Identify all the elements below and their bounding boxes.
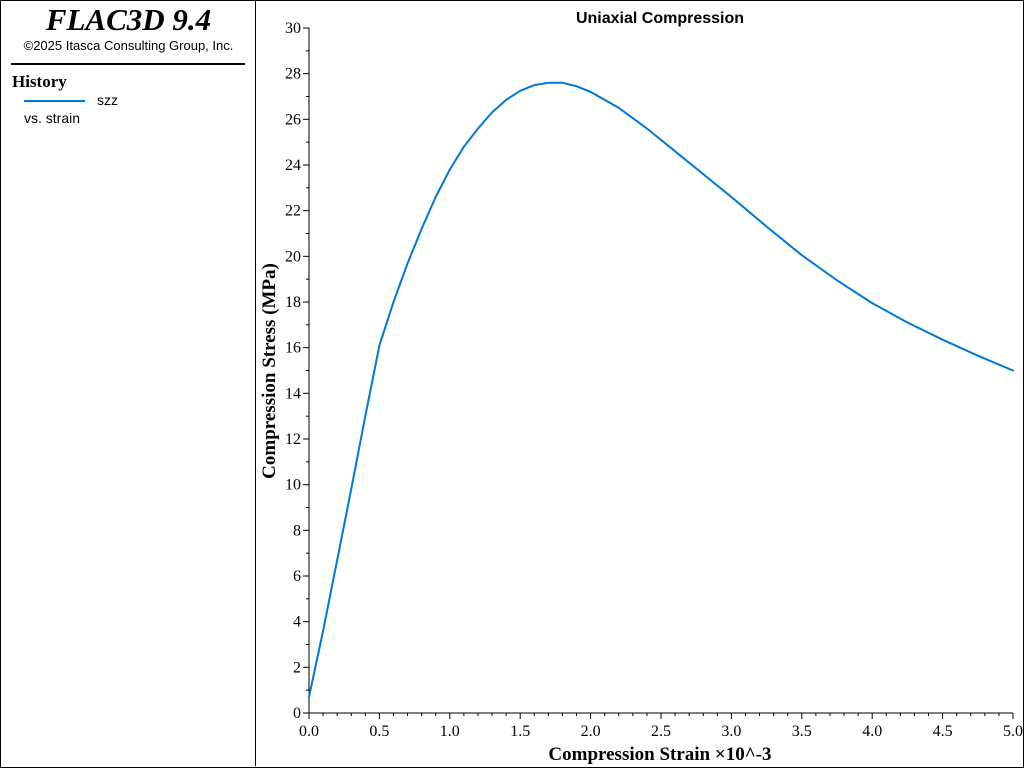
app-title: FLAC3D 9.4 — [45, 2, 212, 37]
x-tick-label: 5.0 — [1003, 723, 1023, 740]
x-tick-label: 1.0 — [440, 723, 460, 740]
y-tick-label: 0 — [293, 705, 301, 722]
legend-heading: History — [12, 72, 67, 91]
y-tick-label: 10 — [285, 477, 301, 494]
y-tick-label: 16 — [285, 340, 301, 357]
x-tick-label: 2.0 — [581, 723, 601, 740]
y-tick-label: 6 — [293, 568, 301, 585]
legend-vs-label: vs. strain — [24, 110, 81, 126]
x-tick-label: 3.5 — [792, 723, 812, 740]
y-tick-label: 4 — [293, 614, 301, 631]
legend-panel: FLAC3D 9.4 ©2025 Itasca Consulting Group… — [1, 1, 256, 766]
y-tick-label: 12 — [285, 431, 301, 448]
y-tick-label: 26 — [285, 111, 301, 128]
x-tick-label: 4.5 — [933, 723, 953, 740]
y-tick-label: 14 — [285, 385, 301, 402]
y-tick-label: 20 — [285, 248, 301, 265]
y-tick-label: 2 — [293, 659, 301, 676]
y-axis-label: Compression Stress (MPa) — [259, 263, 280, 479]
y-tick-label: 24 — [285, 157, 301, 174]
legend-line-swatch — [24, 100, 85, 102]
title-divider — [11, 63, 245, 65]
copyright-notice: ©2025 Itasca Consulting Group, Inc. — [23, 38, 234, 53]
y-tick-label: 28 — [285, 66, 301, 83]
x-tick-label: 2.5 — [651, 723, 671, 740]
x-axis-label: Compression Strain ×10^-3 — [548, 744, 771, 765]
series-line-szz — [308, 81, 1014, 698]
x-tick-label: 0.0 — [299, 723, 319, 740]
x-tick-label: 1.5 — [510, 723, 530, 740]
y-tick-label: 30 — [285, 20, 301, 37]
chart-title: Uniaxial Compression — [576, 10, 744, 27]
x-tick-label: 3.0 — [721, 723, 741, 740]
y-tick-label: 18 — [285, 294, 301, 311]
y-tick-label: 22 — [285, 203, 301, 220]
y-tick-label: 8 — [293, 522, 301, 539]
x-tick-label: 0.5 — [369, 723, 389, 740]
x-tick-label: 4.0 — [862, 723, 882, 740]
series-group — [308, 81, 1014, 698]
legend-series-label: szz — [97, 92, 118, 108]
